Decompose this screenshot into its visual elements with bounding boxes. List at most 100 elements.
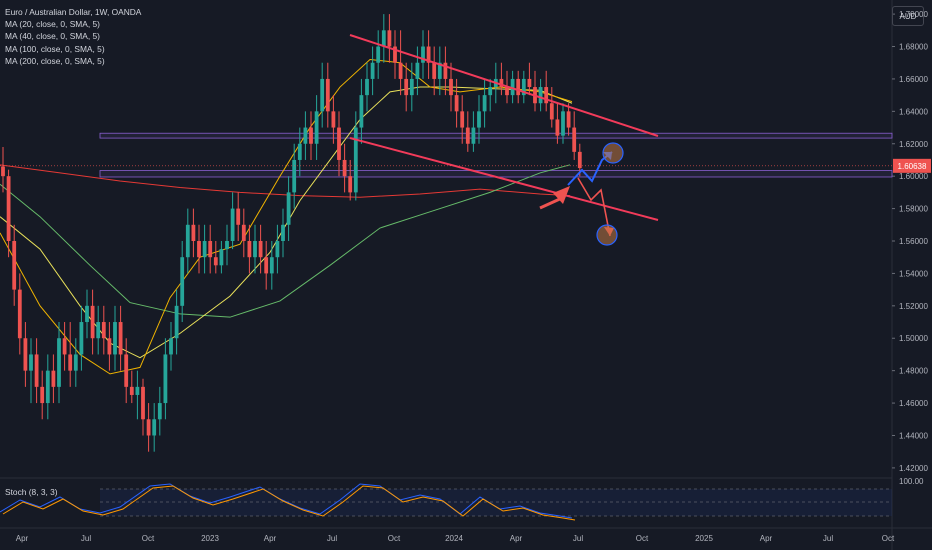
candle-body	[12, 241, 17, 290]
x-tick-label: Apr	[760, 534, 773, 543]
channel-upper-line	[349, 34, 659, 137]
candle-body	[17, 289, 22, 339]
x-tick-label: Oct	[388, 534, 401, 543]
candle-body	[79, 322, 84, 355]
x-tick-label: Jul	[81, 534, 91, 543]
ma100-legend: MA (100, close, 0, SMA, 5)	[5, 43, 105, 54]
candle-body	[219, 249, 224, 266]
candle-body	[96, 322, 101, 339]
candle-body	[29, 354, 33, 371]
candle-body	[62, 338, 67, 355]
candle-body	[281, 224, 285, 241]
currency-button[interactable]: AUD	[892, 6, 924, 26]
y-tick-label: 1.44000	[899, 431, 928, 440]
last-price-value: 1.60638	[898, 162, 927, 171]
ma20-legend: MA (20, close, 0, SMA, 5)	[5, 19, 100, 30]
candle-body	[213, 257, 218, 266]
candle-body	[101, 322, 106, 339]
y-tick-label: 1.42000	[899, 464, 928, 473]
candle-body	[432, 62, 437, 79]
candle-body	[454, 95, 459, 112]
candle-body	[471, 127, 476, 144]
candle-body	[577, 151, 582, 169]
y-tick-label: 1.52000	[899, 302, 928, 311]
candle-body	[129, 386, 134, 395]
x-tick-label: 2024	[445, 534, 463, 543]
candle-body	[443, 62, 448, 79]
x-tick-label: Jul	[823, 534, 833, 543]
candle-body	[236, 208, 241, 225]
channel-lower-line	[349, 137, 659, 221]
candle-body	[258, 241, 263, 258]
rebound-arrow	[539, 196, 563, 210]
last-price-badge	[893, 158, 931, 173]
candle-body	[437, 62, 442, 79]
y-tick-label: 1.68000	[899, 43, 928, 52]
candle-body	[482, 95, 487, 112]
candle-body	[230, 208, 235, 241]
candle-body	[286, 192, 291, 225]
candle-body	[197, 241, 201, 258]
candle-body	[449, 78, 453, 96]
stoch-legend: Stoch (8, 3, 3)	[5, 487, 58, 497]
ma100-line	[0, 164, 571, 318]
candle-body	[387, 30, 392, 47]
rebound-arrowhead	[553, 186, 570, 204]
candle-body	[264, 257, 269, 274]
candle-body	[157, 403, 162, 420]
candle-body	[1, 166, 5, 177]
candle-body	[331, 111, 336, 128]
candle-body	[6, 176, 11, 241]
y-tick-label: 1.70000	[899, 10, 928, 19]
y-tick-label: 1.62000	[899, 140, 928, 149]
candle-body	[90, 305, 95, 339]
candle-body	[370, 62, 375, 79]
candle-body	[57, 338, 61, 387]
candle-body	[51, 370, 56, 387]
symbol-title: Euro / Australian Dollar, 1W, OANDA	[5, 7, 142, 17]
candle-body	[353, 127, 358, 193]
bearish-target-circle	[596, 224, 618, 246]
candle-body	[68, 354, 73, 371]
candle-body	[202, 241, 207, 258]
candle-body	[505, 87, 509, 96]
candle-body	[460, 111, 465, 128]
candle-body	[415, 62, 420, 79]
y-tick-label: 1.58000	[899, 205, 928, 214]
ma40-legend: MA (40, close, 0, SMA, 5)	[5, 31, 100, 42]
candle-body	[510, 78, 515, 96]
x-tick-label: Apr	[510, 534, 523, 543]
candle-body	[169, 338, 173, 355]
candle-body	[320, 78, 325, 112]
stoch-tick-label: 100.00	[899, 477, 924, 486]
candle-body	[426, 46, 431, 63]
candle-body	[566, 111, 571, 128]
candle-body	[314, 111, 319, 144]
candle-body	[499, 78, 504, 88]
x-tick-label: 2023	[201, 534, 219, 543]
y-tick-label: 1.66000	[899, 75, 928, 84]
ma200-line	[0, 164, 571, 198]
candle-body	[555, 119, 560, 136]
chart-legend: Euro / Australian Dollar, 1W, OANDA MA (…	[5, 6, 141, 67]
candle-body	[348, 176, 353, 193]
candle-body	[337, 127, 341, 160]
x-tick-label: Apr	[16, 534, 29, 543]
candle-body	[118, 322, 123, 355]
candle-body	[538, 87, 543, 104]
y-tick-label: 1.48000	[899, 367, 928, 376]
candle-body	[381, 30, 386, 47]
candle-body	[152, 419, 157, 436]
ma20-line	[0, 58, 573, 375]
candle-body	[241, 224, 246, 241]
candle-body	[85, 305, 89, 323]
candle-body	[398, 62, 403, 79]
candle-body	[225, 241, 229, 250]
candle-body	[409, 78, 414, 96]
candle-body	[191, 224, 196, 241]
candle-body	[124, 354, 129, 387]
candle-body	[404, 78, 409, 96]
candle-body	[107, 338, 112, 355]
bearish-projection-arrow	[577, 177, 611, 237]
